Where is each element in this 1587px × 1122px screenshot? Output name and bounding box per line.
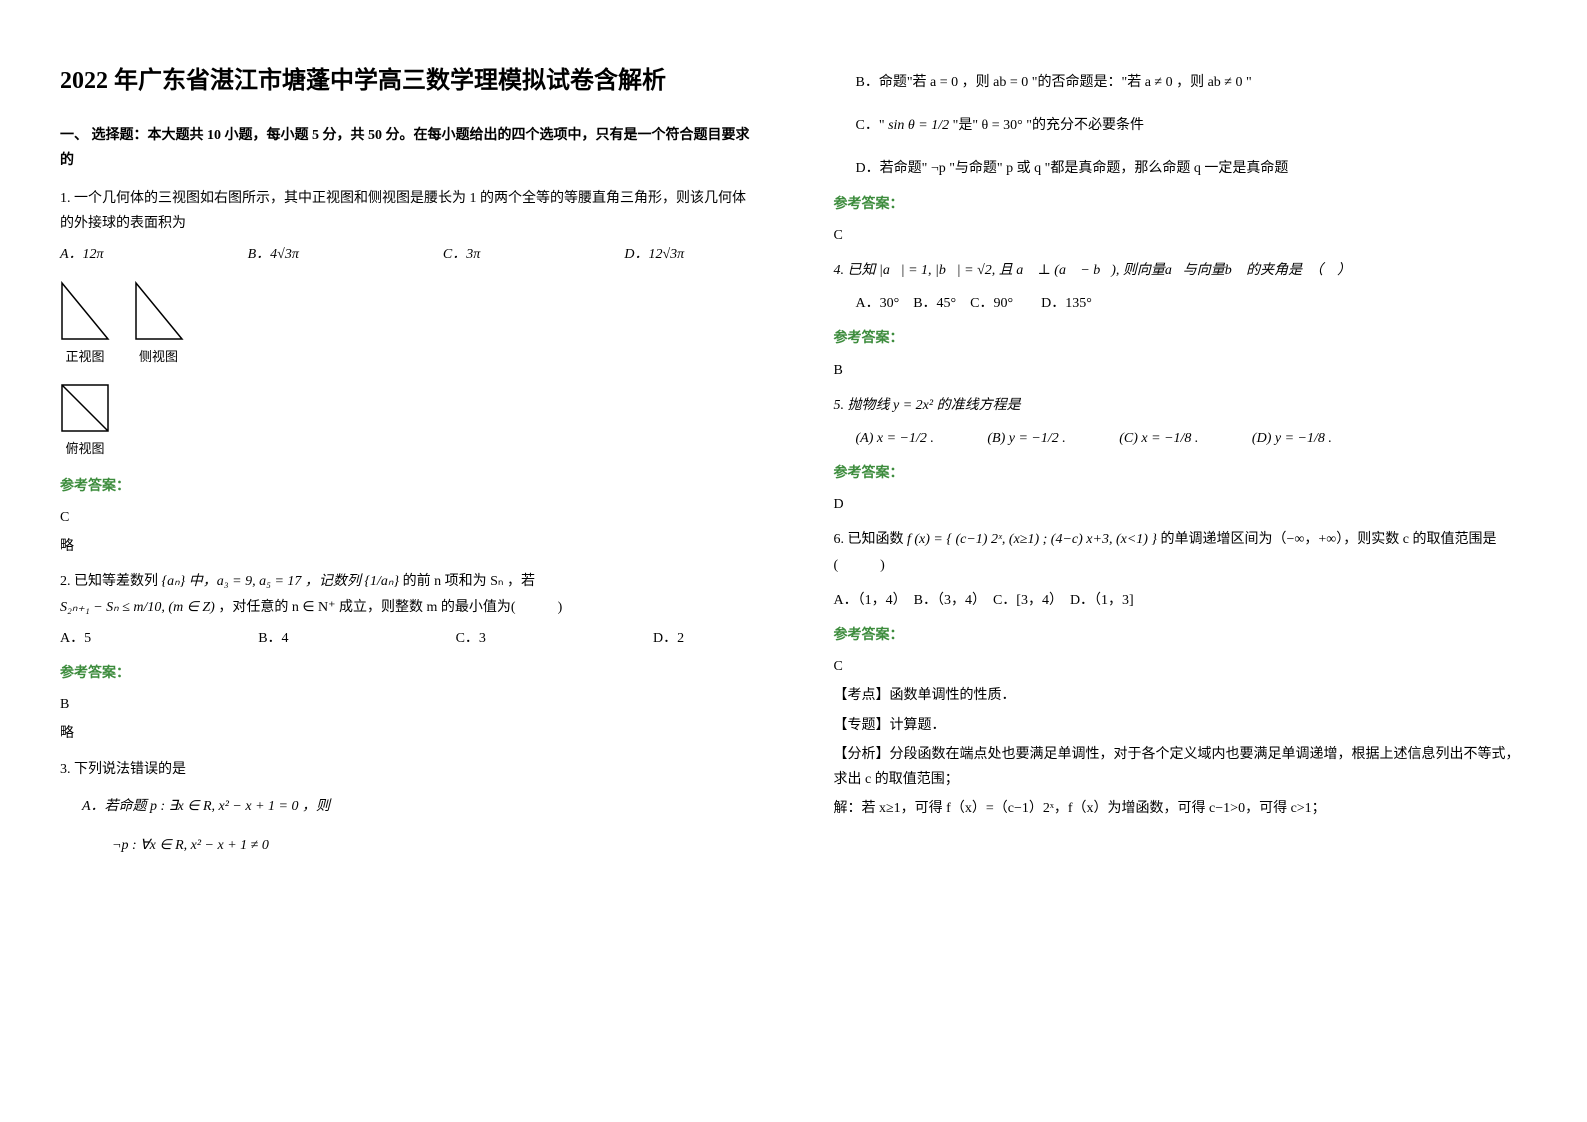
q3-stem: 3. 下列说法错误的是 bbox=[60, 757, 754, 782]
q6-special: 【专题】计算题． bbox=[834, 713, 1528, 738]
q2-answer: B bbox=[60, 692, 754, 717]
q3-answer: C bbox=[834, 223, 1528, 248]
question-3-continued: B．命题"若 a = 0 ，则 ab = 0 "的否命题是："若 a ≠ 0 ，… bbox=[834, 70, 1528, 248]
q1-extra: 略 bbox=[60, 534, 754, 559]
q6-func: f (x) = { (c−1) 2ˣ, (x≥1) ; (4−c) x+3, (… bbox=[907, 532, 1157, 547]
q4-answer: B bbox=[834, 358, 1528, 383]
q6-choices: A．（1，4） B．（3，4） C．[3，4） D．（1，3] bbox=[834, 588, 1528, 613]
q2-stem-1: {aₙ} 中，a₃ = 9, a₅ = 17 ，记数列 bbox=[162, 574, 361, 589]
q5-answer: D bbox=[834, 492, 1528, 517]
q2-choice-a: A．5 bbox=[60, 626, 91, 651]
q4-choices: A．30° B．45° C．90° D．135° bbox=[834, 291, 1528, 316]
q2-answer-label: 参考答案： bbox=[60, 661, 754, 686]
q6-topic: 【考点】函数单调性的性质． bbox=[834, 683, 1528, 708]
q1-answer: C bbox=[60, 505, 754, 530]
q3-opt-a-2: ¬p : ∀x ∈ R, x² − x + 1 ≠ 0 bbox=[82, 833, 754, 858]
q1-choice-d: D．12√3π bbox=[624, 242, 684, 267]
q2-stem-3: ，对任意的 n ∈ N⁺ 成立，则整数 m 的最小值为( ) bbox=[218, 600, 562, 615]
q3-answer-label: 参考答案： bbox=[834, 192, 1528, 217]
q5-choice-c: (C) x = −1/8 . bbox=[1119, 426, 1198, 451]
q1-choice-b: B．4√3π bbox=[248, 242, 299, 267]
q5-choice-b: (B) y = −1/2 . bbox=[987, 426, 1065, 451]
question-2: 2. 已知等差数列 {aₙ} 中，a₃ = 9, a₅ = 17 ，记数列 {1… bbox=[60, 569, 754, 746]
top-view-figure bbox=[60, 383, 110, 433]
q2-choice-d: D．2 bbox=[653, 626, 684, 651]
question-1: 1. 一个几何体的三视图如右图所示，其中正视图和侧视图是腰长为 1 的两个全等的… bbox=[60, 186, 754, 560]
q2-stem-prefix: 2. 已知等差数列 bbox=[60, 574, 158, 589]
question-3: 3. 下列说法错误的是 A．若命题 p : ∃x ∈ R, x² − x + 1… bbox=[60, 757, 754, 859]
q5-answer-label: 参考答案： bbox=[834, 461, 1528, 486]
q2-extra: 略 bbox=[60, 721, 754, 746]
q5-stem: 5. 抛物线 y = 2x² 的准线方程是 bbox=[834, 393, 1528, 418]
q6-answer-label: 参考答案： bbox=[834, 623, 1528, 648]
q2-choice-c: C．3 bbox=[456, 626, 486, 651]
side-view-label: 侧视图 bbox=[134, 345, 184, 368]
q4-answer-label: 参考答案： bbox=[834, 326, 1528, 351]
q6-solution: 解：若 x≥1，可得 f（x）=（c−1）2ˣ，f（x）为增函数，可得 c−1>… bbox=[834, 796, 1528, 821]
top-view-label: 俯视图 bbox=[60, 437, 110, 460]
q1-stem: 1. 一个几何体的三视图如右图所示，其中正视图和侧视图是腰长为 1 的两个全等的… bbox=[60, 186, 754, 236]
question-6: 6. 已知函数 f (x) = { (c−1) 2ˣ, (x≥1) ; (4−c… bbox=[834, 527, 1528, 821]
q6-analysis: 【分析】分段函数在端点处也要满足单调性，对于各个定义域内也要满足单调递增，根据上… bbox=[834, 742, 1528, 792]
q1-choice-c: C．3π bbox=[443, 242, 480, 267]
q2-choice-b: B．4 bbox=[258, 626, 288, 651]
q1-answer-label: 参考答案： bbox=[60, 474, 754, 499]
q3-opt-c-sin: sin θ = 1/2 bbox=[888, 118, 949, 133]
side-view-figure bbox=[134, 281, 184, 341]
section-1-header: 一、 选择题：本大题共 10 小题，每小题 5 分，共 50 分。在每小题给出的… bbox=[60, 123, 754, 173]
front-view-figure bbox=[60, 281, 110, 341]
front-view-label: 正视图 bbox=[60, 345, 110, 368]
question-5: 5. 抛物线 y = 2x² 的准线方程是 (A) x = −1/2 . (B)… bbox=[834, 393, 1528, 518]
q5-choice-d: (D) y = −1/8 . bbox=[1252, 426, 1332, 451]
q3-opt-a-1: A．若命题 p : ∃x ∈ R, x² − x + 1 = 0 ，则 bbox=[82, 794, 754, 819]
question-4: 4. 已知 |a⃗| = 1, |b⃗| = √2, 且 a⃗ ⊥ (a⃗ − … bbox=[834, 258, 1528, 383]
q6-answer: C bbox=[834, 654, 1528, 679]
q4-stem: 4. 已知 |a⃗| = 1, |b⃗| = √2, 且 a⃗ ⊥ (a⃗ − … bbox=[834, 258, 1528, 283]
q3-opt-b: B．命题"若 a = 0 ，则 ab = 0 "的否命题是："若 a ≠ 0 ，… bbox=[834, 70, 1528, 95]
q2-ineq: S₂ₙ₊₁ − Sₙ ≤ m/10, (m ∈ Z) bbox=[60, 600, 215, 615]
q5-choice-a: (A) x = −1/2 . bbox=[856, 426, 934, 451]
q3-opt-c-2: "是" θ = 30° "的充分不必要条件 bbox=[953, 118, 1144, 133]
q3-opt-c-1: C．" bbox=[856, 118, 885, 133]
page-title: 2022 年广东省湛江市塘蓬中学高三数学理模拟试卷含解析 bbox=[60, 60, 754, 103]
q6-stem-prefix: 6. 已知函数 bbox=[834, 532, 904, 547]
q1-choice-a: A．12π bbox=[60, 242, 104, 267]
q2-stem-2: 的前 n 项和为 Sₙ ，若 bbox=[403, 574, 535, 589]
q2-frac: {1/aₙ} bbox=[364, 574, 399, 589]
q3-opt-d: D．若命题" ¬p "与命题" p 或 q "都是真命题，那么命题 q 一定是真… bbox=[834, 156, 1528, 181]
